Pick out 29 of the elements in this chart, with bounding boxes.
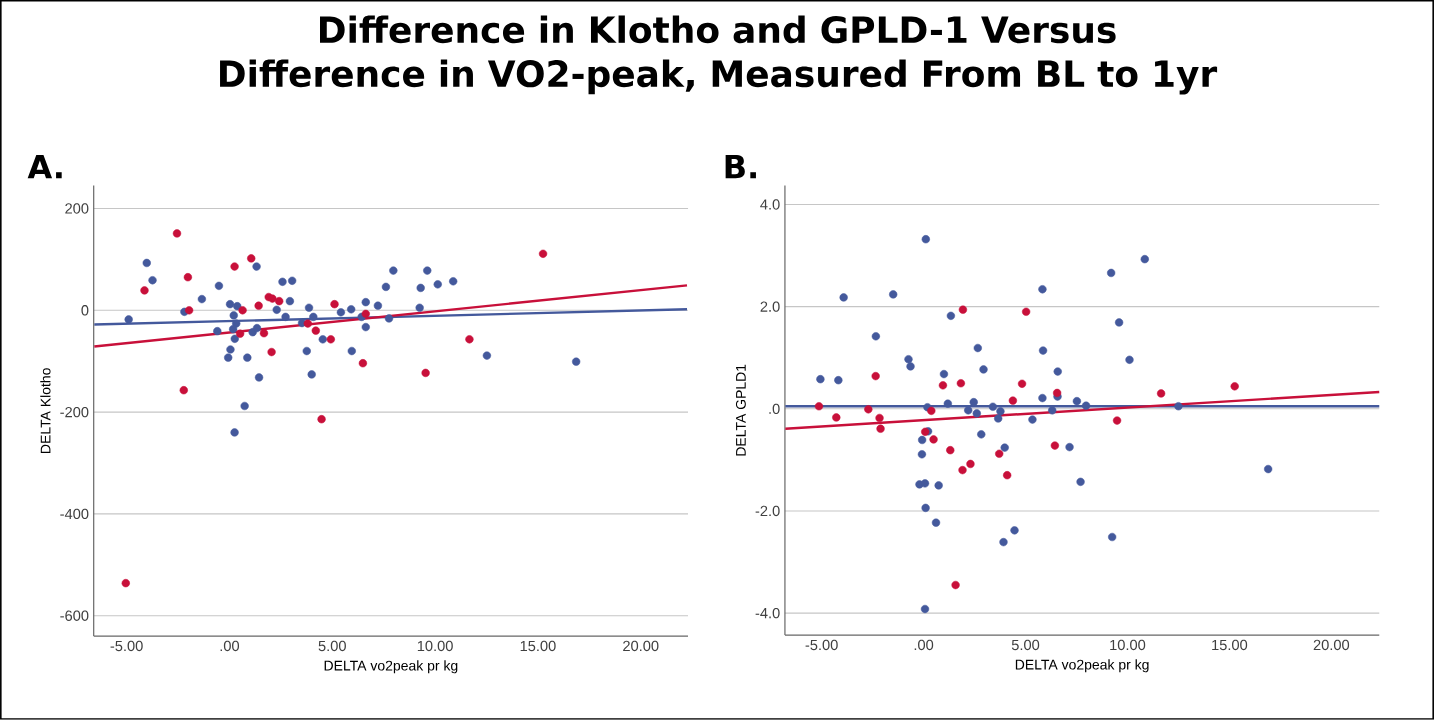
x-tick-label: -5.00 xyxy=(110,640,143,652)
x-tick-label: 10.00 xyxy=(1110,639,1146,651)
chart-title: Difference in Klotho and GPLD-1 Versus Difference in VO2-peak, Measured From BL to 1yr xyxy=(220,15,1218,95)
y-tick-label: -4.0 xyxy=(755,608,780,619)
y-tick-label: .0 xyxy=(769,403,780,415)
x-tick-label: 20.00 xyxy=(623,640,659,652)
x-tick-label: 15.00 xyxy=(1212,639,1248,651)
y-tick-label: -400 xyxy=(60,508,89,520)
x-tick-label: -5.00 xyxy=(805,639,838,651)
x-tick-label: 5.00 xyxy=(318,640,346,652)
x-tick-label: 10.00 xyxy=(417,640,453,652)
y-axis-title: DELTA GPLD1 xyxy=(735,364,746,456)
y-tick-label: 0 xyxy=(81,305,89,316)
x-tick-label: 5.00 xyxy=(1011,639,1040,651)
text: B. xyxy=(725,155,756,179)
text: A. xyxy=(27,155,62,179)
y-axis-title: DELTA Klotho xyxy=(40,368,51,454)
y-tick-label: 4.0 xyxy=(760,199,780,210)
y-tick-label: 2.0 xyxy=(760,301,780,312)
x-tick-label: .00 xyxy=(914,639,934,651)
x-tick-label: 15.00 xyxy=(520,640,556,652)
y-tick-label: -600 xyxy=(60,610,89,622)
x-tick-label: .00 xyxy=(220,640,240,652)
x-axis-title: DELTA vo2peak pr kg xyxy=(324,660,458,674)
y-tick-label: -200 xyxy=(60,407,89,418)
y-tick-label: -2.0 xyxy=(755,505,780,517)
x-axis-title: DELTA vo2peak pr kg xyxy=(1015,659,1149,673)
x-tick-label: 20.00 xyxy=(1313,639,1350,651)
y-tick-label: 200 xyxy=(65,203,89,214)
